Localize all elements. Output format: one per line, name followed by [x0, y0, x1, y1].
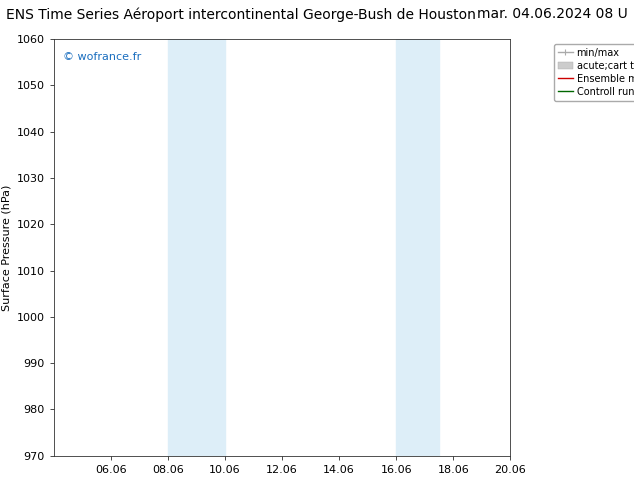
Text: ENS Time Series Aéroport intercontinental George-Bush de Houston: ENS Time Series Aéroport intercontinenta… [6, 7, 476, 22]
Y-axis label: Surface Pressure (hPa): Surface Pressure (hPa) [1, 184, 11, 311]
Text: © wofrance.fr: © wofrance.fr [63, 52, 141, 62]
Bar [168, 39, 225, 456]
Legend: min/max, acute;cart type, Ensemble mean run, Controll run: min/max, acute;cart type, Ensemble mean … [554, 44, 634, 100]
Bar [396, 39, 439, 456]
Text: mar. 04.06.2024 08 U: mar. 04.06.2024 08 U [477, 7, 628, 22]
